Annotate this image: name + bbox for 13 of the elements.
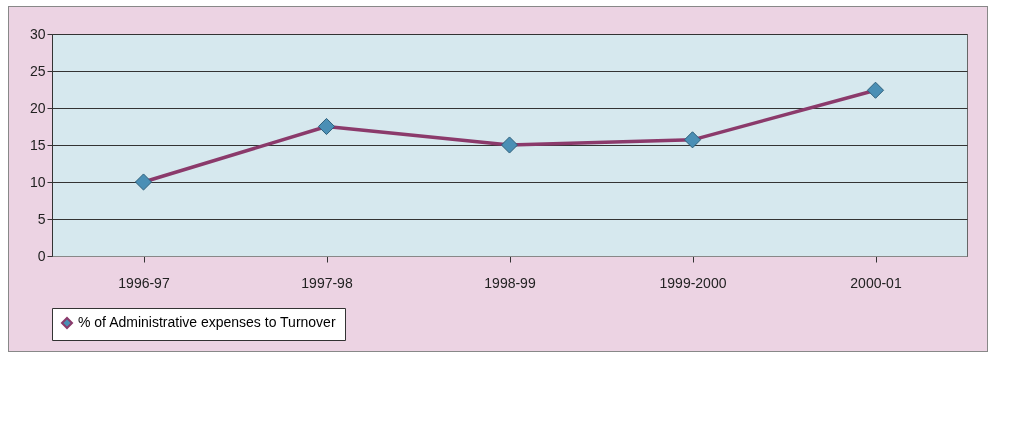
x-tick-label: 1998-99: [484, 274, 536, 291]
x-tick-label: 1996-97: [118, 274, 170, 291]
y-tick-label: 15: [29, 136, 46, 153]
legend-label: % of Administrative expenses to Turnover: [78, 314, 336, 330]
y-tick-label: 0: [37, 247, 46, 264]
x-tick-label: 1999-2000: [659, 274, 727, 291]
x-tick-label: 2000-01: [850, 274, 902, 291]
y-tick-label: 25: [29, 62, 46, 79]
y-tick-label: 20: [29, 99, 46, 116]
y-tick-label: 10: [29, 173, 46, 190]
y-tick-label: 5: [37, 210, 46, 227]
y-tick-label: 30: [29, 25, 46, 42]
x-tick-label: 1997-98: [301, 274, 353, 291]
